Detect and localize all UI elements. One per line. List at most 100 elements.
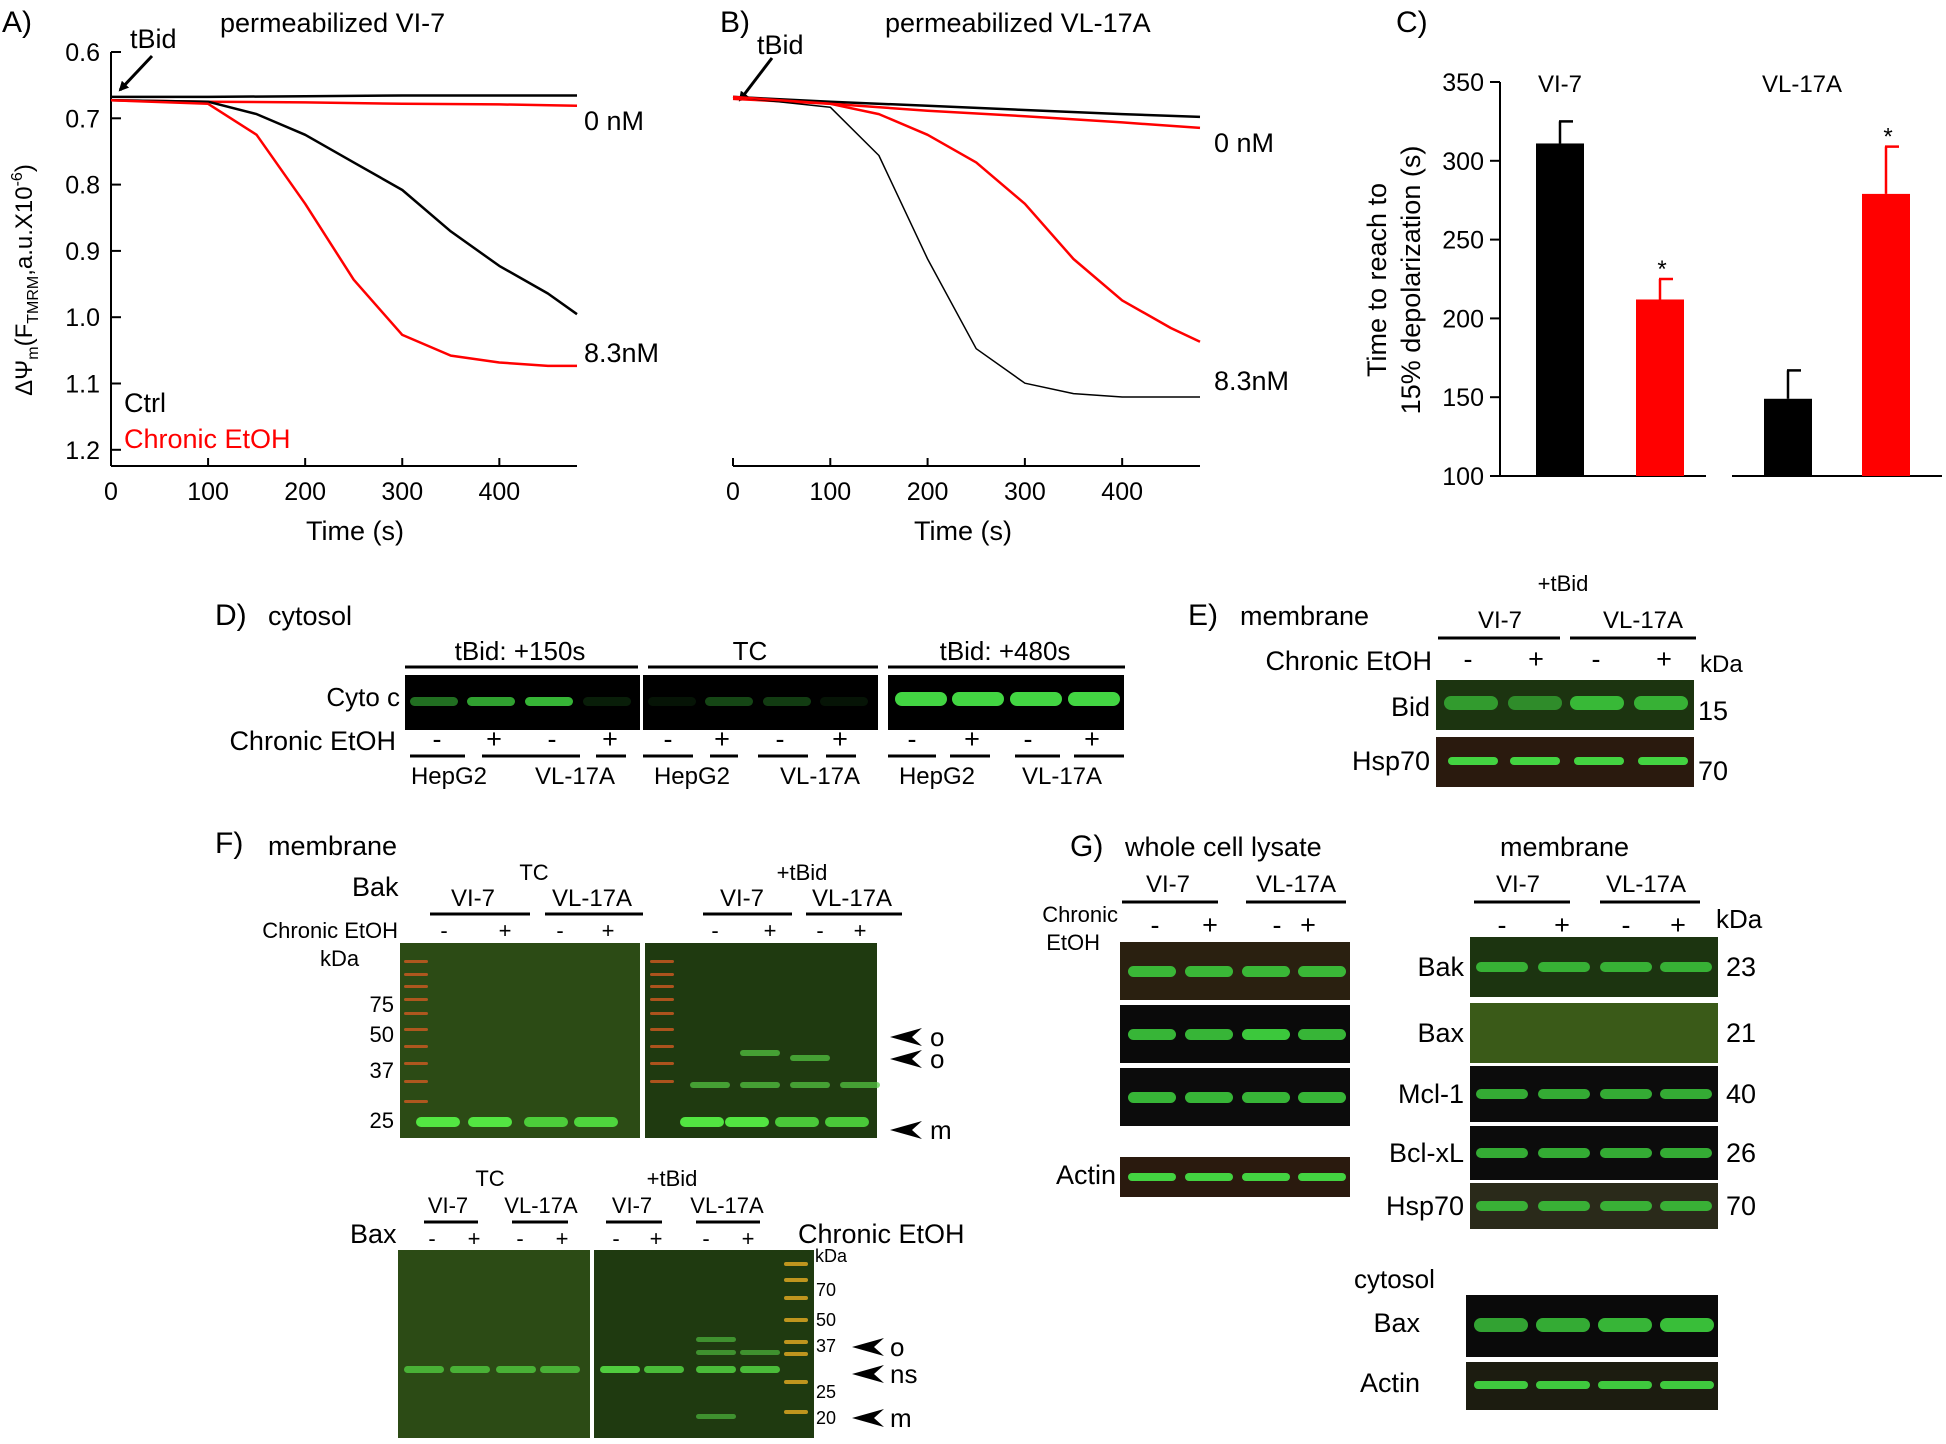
plus-sign: + bbox=[1084, 724, 1100, 754]
band bbox=[1598, 1381, 1652, 1389]
panel-e-bands bbox=[1444, 696, 1688, 765]
ladder-band bbox=[404, 1012, 428, 1015]
plus-sign: + bbox=[650, 1226, 663, 1251]
marker-label: 50 bbox=[370, 1022, 394, 1047]
band bbox=[1638, 757, 1688, 765]
marker-label: 25 bbox=[370, 1108, 394, 1133]
band bbox=[1660, 1089, 1712, 1099]
panel-c-ylabel-line2: 15% depolarization (s) bbox=[1396, 146, 1426, 415]
band-kda: 23 bbox=[1726, 952, 1756, 982]
plus-sign: + bbox=[468, 1226, 481, 1251]
band bbox=[1600, 1201, 1652, 1211]
band bbox=[540, 1366, 580, 1373]
plus-sign: + bbox=[1528, 644, 1544, 674]
minus-sign: - bbox=[440, 918, 447, 943]
panel-f-top-bands bbox=[404, 960, 880, 1127]
band bbox=[1574, 757, 1624, 765]
band bbox=[1538, 1201, 1590, 1211]
band bbox=[1242, 1029, 1290, 1040]
panel-f-tc-bottom: TC bbox=[475, 1166, 504, 1191]
band bbox=[895, 692, 947, 706]
panel-e-band2-kda: 70 bbox=[1698, 756, 1728, 786]
panel-c-group-vi7: VI-7 bbox=[1538, 71, 1582, 98]
panel-b-series bbox=[732, 95, 1201, 398]
ladder-band bbox=[784, 1262, 808, 1266]
band bbox=[1068, 692, 1120, 706]
panel-g-etoh-line1: Chronic bbox=[1042, 902, 1118, 927]
panel-g: G) whole cell lysate membrane VI-7 VL-17… bbox=[1042, 830, 1763, 1410]
cell-line-label: VL-17A bbox=[1022, 763, 1102, 790]
band bbox=[1242, 1173, 1290, 1181]
arrow-label: o bbox=[930, 1044, 944, 1074]
panel-f-bax: Bax bbox=[350, 1219, 397, 1249]
band bbox=[1660, 1381, 1714, 1389]
ladder-band bbox=[650, 1080, 674, 1083]
band bbox=[1538, 1148, 1590, 1158]
band-name: Mcl-1 bbox=[1398, 1079, 1464, 1109]
significance-star: * bbox=[1883, 124, 1892, 151]
series-line-ctrl-0-nm bbox=[732, 95, 1201, 119]
tbid-arrow-icon bbox=[118, 54, 154, 92]
band bbox=[1128, 966, 1176, 977]
panel-g-membrane-blots: Bak 23 Bax 21 Mcl-1 40 Bcl-xL 26 Hsp70 70 bbox=[1386, 937, 1756, 1410]
bar-vl-17a-chronic-etoh bbox=[1862, 193, 1910, 476]
band bbox=[648, 697, 696, 706]
band bbox=[1185, 1173, 1233, 1181]
band bbox=[1660, 1201, 1712, 1211]
y-tick-label: 150 bbox=[1442, 384, 1484, 412]
ladder-band bbox=[404, 1062, 428, 1065]
panel-b-title: permeabilized VL-17A bbox=[885, 8, 1151, 38]
bar-vl-17a-ctrl bbox=[1764, 398, 1812, 476]
blot-bak-tbid bbox=[645, 943, 877, 1138]
panel-f-bottom-bands bbox=[404, 1262, 808, 1419]
series-line-chronic-etoh-8-3nm bbox=[732, 95, 1201, 343]
minus-sign: - bbox=[1464, 644, 1473, 674]
blot-cyto-c-2 bbox=[643, 675, 878, 730]
minus-sign: - bbox=[428, 1226, 435, 1251]
minus-sign: - bbox=[612, 1226, 619, 1251]
band bbox=[1298, 1092, 1346, 1103]
y-tick-label: 250 bbox=[1442, 227, 1484, 255]
x-tick-label: 300 bbox=[381, 478, 423, 506]
panel-f-cell1-bottom-a: VI-7 bbox=[428, 1193, 468, 1218]
panel-f-etoh-label-bottom: Chronic EtOH bbox=[798, 1219, 965, 1249]
cell-line-label: HepG2 bbox=[411, 763, 487, 790]
panel-f-tc: TC bbox=[519, 860, 548, 885]
marker-label: 50 bbox=[816, 1310, 836, 1330]
series-line-ctrl-8-3nm bbox=[110, 99, 578, 316]
panel-b: B) permeabilized VL-17A tBid 0 100 200 300 4… bbox=[720, 6, 1289, 546]
ladder-band bbox=[650, 1045, 674, 1048]
panel-e-band2: Hsp70 bbox=[1352, 746, 1430, 776]
band bbox=[1242, 1092, 1290, 1103]
plus-sign: + bbox=[832, 724, 848, 754]
blot-bax-tbid bbox=[594, 1250, 814, 1438]
band bbox=[1510, 757, 1560, 765]
panel-b-letter: B) bbox=[720, 6, 750, 39]
band bbox=[1476, 1148, 1528, 1158]
panel-f-kda-bottom: kDa bbox=[815, 1246, 848, 1266]
marker-label: 37 bbox=[370, 1058, 394, 1083]
marker-label: 75 bbox=[370, 992, 394, 1017]
minus-sign: - bbox=[664, 724, 673, 754]
band bbox=[468, 1117, 512, 1127]
band bbox=[1128, 1029, 1176, 1040]
y-tick-label: 0.8 bbox=[65, 172, 100, 200]
band bbox=[1476, 1201, 1528, 1211]
panel-f-tbid: +tBid bbox=[777, 860, 828, 885]
panel-f-cell1: VI-7 bbox=[451, 885, 495, 912]
cell-line-label: VL-17A bbox=[535, 763, 615, 790]
panel-e-band1: Bid bbox=[1391, 692, 1430, 722]
panel-f-kda: kDa bbox=[320, 946, 360, 971]
band bbox=[1598, 1318, 1652, 1332]
blot-bax-tc bbox=[398, 1250, 590, 1438]
band bbox=[574, 1117, 618, 1127]
panel-e-letter: E) bbox=[1188, 599, 1218, 632]
panel-d: D) cytosol tBid: +150s TC tBid: +480s Cy… bbox=[215, 599, 1125, 790]
blot-bak-tc bbox=[400, 943, 640, 1138]
x-tick-label: 200 bbox=[907, 478, 949, 506]
x-tick-label: 300 bbox=[1004, 478, 1046, 506]
band bbox=[725, 1117, 769, 1127]
band bbox=[1634, 696, 1688, 710]
panel-b-label-83nm: 8.3nM bbox=[1214, 366, 1289, 396]
ladder-band bbox=[784, 1410, 808, 1414]
